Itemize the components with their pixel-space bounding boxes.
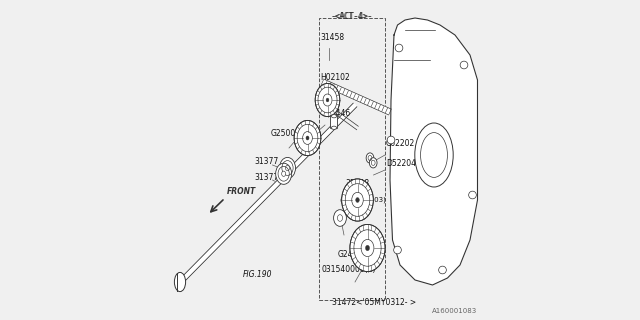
Ellipse shape — [285, 165, 289, 171]
Text: FIG.190: FIG.190 — [243, 270, 272, 279]
Ellipse shape — [276, 163, 292, 184]
Ellipse shape — [350, 224, 385, 272]
Text: 031540000(1): 031540000(1) — [321, 265, 376, 274]
Polygon shape — [321, 79, 391, 115]
Text: -<ACT-4>-: -<ACT-4>- — [330, 12, 372, 21]
Ellipse shape — [303, 132, 312, 144]
FancyBboxPatch shape — [330, 115, 337, 129]
Text: -<ACT-4>-: -<ACT-4>- — [332, 12, 373, 21]
Circle shape — [468, 191, 476, 199]
Ellipse shape — [280, 157, 296, 179]
Ellipse shape — [369, 158, 377, 168]
Text: H02102: H02102 — [320, 73, 349, 82]
Ellipse shape — [415, 123, 453, 187]
Bar — [319, 18, 385, 300]
Text: D52204: D52204 — [386, 159, 416, 168]
Text: (-'04MY0403): (-'04MY0403) — [339, 196, 386, 203]
Ellipse shape — [365, 245, 369, 251]
Ellipse shape — [352, 192, 364, 208]
Text: G24006: G24006 — [337, 250, 367, 259]
Polygon shape — [175, 103, 357, 287]
Circle shape — [395, 44, 403, 52]
Ellipse shape — [315, 84, 340, 116]
Text: 31377: 31377 — [254, 173, 278, 182]
Text: G25003: G25003 — [271, 129, 301, 138]
Ellipse shape — [332, 115, 337, 118]
Ellipse shape — [306, 136, 309, 140]
Ellipse shape — [332, 126, 337, 129]
Text: 31472<'05MY0312- >: 31472<'05MY0312- > — [333, 298, 417, 307]
Circle shape — [387, 136, 395, 144]
Ellipse shape — [323, 94, 332, 106]
Ellipse shape — [174, 272, 186, 292]
Ellipse shape — [282, 171, 285, 176]
Ellipse shape — [361, 239, 374, 257]
Text: C62202: C62202 — [386, 139, 415, 148]
Polygon shape — [390, 18, 477, 285]
Circle shape — [438, 266, 446, 274]
Ellipse shape — [366, 153, 374, 163]
Text: 31448: 31448 — [345, 179, 369, 188]
Text: 31446: 31446 — [326, 109, 350, 118]
Ellipse shape — [294, 120, 321, 156]
Ellipse shape — [326, 98, 329, 102]
Ellipse shape — [333, 210, 346, 226]
Text: FRONT: FRONT — [227, 188, 256, 196]
Text: A160001083: A160001083 — [431, 308, 477, 314]
Ellipse shape — [342, 179, 373, 221]
Ellipse shape — [356, 197, 359, 203]
Text: 31377: 31377 — [254, 157, 278, 166]
Circle shape — [460, 61, 468, 69]
Circle shape — [394, 246, 401, 254]
Text: 31458: 31458 — [320, 33, 344, 42]
